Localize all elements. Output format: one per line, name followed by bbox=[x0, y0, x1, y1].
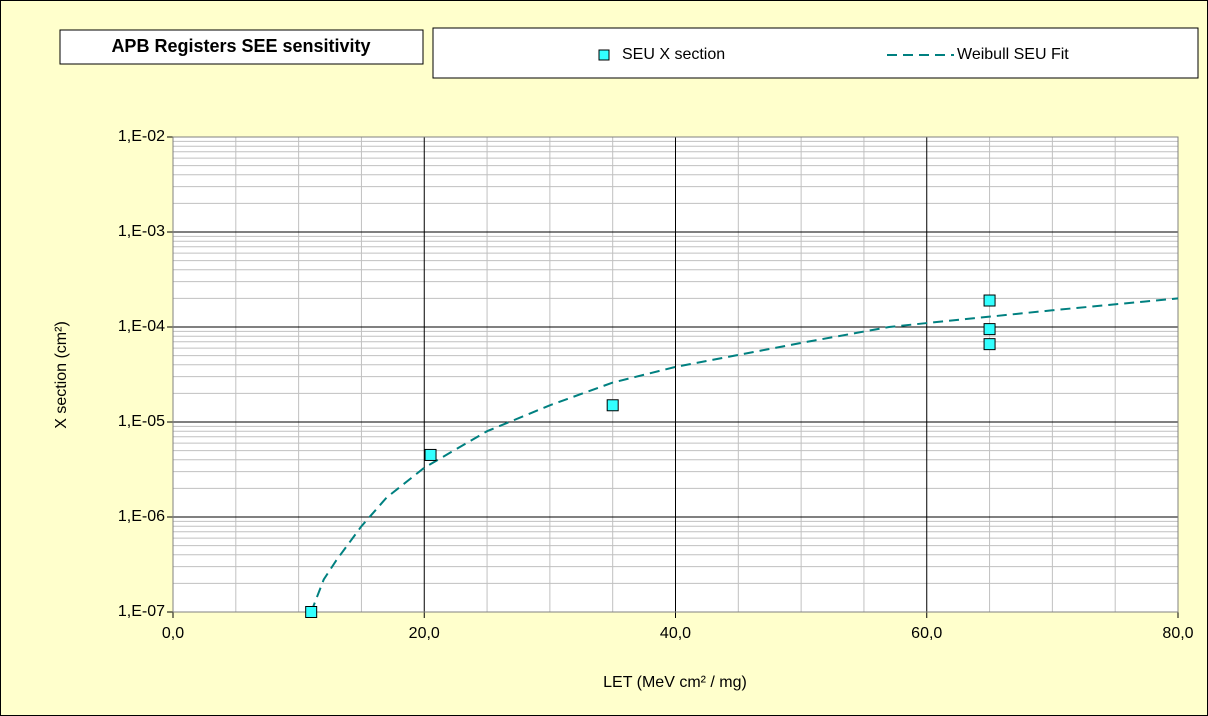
y-tick-label: 1,E-03 bbox=[118, 223, 165, 240]
x-tick-label: 20,0 bbox=[409, 625, 440, 642]
y-tick-label: 1,E-05 bbox=[118, 413, 165, 430]
x-tick-label: 80,0 bbox=[1162, 625, 1193, 642]
legend-box bbox=[432, 27, 1199, 79]
x-axis-label: LET (MeV cm² / mg) bbox=[603, 674, 747, 691]
x-tick-label: 40,0 bbox=[660, 625, 691, 642]
legend-marker bbox=[598, 49, 610, 61]
title-box bbox=[59, 29, 424, 65]
fit-line bbox=[310, 297, 1179, 613]
x-tick-label: 0,0 bbox=[162, 625, 184, 642]
y-tick-label: 1,E-06 bbox=[118, 508, 165, 525]
y-axis-label: X section (cm²) bbox=[53, 321, 70, 429]
x-tick-label: 60,0 bbox=[911, 625, 942, 642]
chart-title: APB Registers SEE sensitivity bbox=[111, 36, 370, 56]
data-point bbox=[983, 323, 996, 336]
y-tick-label: 1,E-04 bbox=[118, 318, 165, 335]
y-tick-label: 1,E-07 bbox=[118, 603, 165, 620]
legend-label: Weibull SEU Fit bbox=[957, 46, 1069, 63]
legend-label: SEU X section bbox=[622, 46, 725, 63]
data-point bbox=[983, 338, 996, 351]
data-point bbox=[606, 399, 619, 412]
data-point bbox=[305, 606, 318, 618]
data-point bbox=[424, 448, 437, 461]
y-tick-label: 1,E-02 bbox=[118, 128, 165, 145]
plot-border bbox=[172, 136, 1179, 613]
data-point bbox=[983, 294, 996, 307]
